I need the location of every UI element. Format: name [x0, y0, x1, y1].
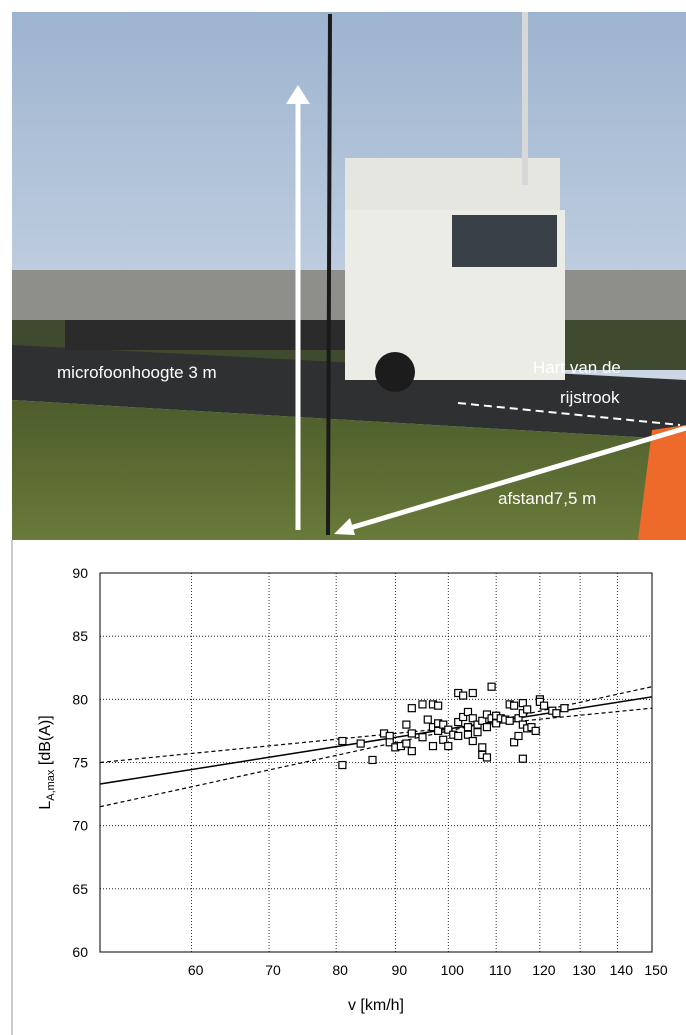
grass [12, 400, 686, 540]
chart: 60 65 70 75 80 85 90 60 70 80 90 100 110 120 130 140 150… [37, 565, 668, 1014]
y-tick-label: 65 [72, 881, 88, 897]
x-tick-label: 130 [572, 962, 596, 978]
data-point [434, 726, 443, 736]
cone [638, 425, 686, 540]
photo-label: microfoonhoogte 3 m [57, 363, 217, 382]
x-tick-label: 100 [441, 962, 465, 978]
data-point [338, 760, 347, 770]
data-point [514, 731, 523, 741]
fit-line [99, 686, 653, 808]
data-point [463, 723, 473, 732]
photo-label: Hart van de [533, 358, 621, 377]
data-point [487, 682, 496, 691]
x-tick-label: 110 [489, 962, 512, 978]
road [12, 345, 686, 440]
data-point [356, 739, 365, 748]
data-point [407, 747, 416, 756]
data-point [418, 733, 427, 742]
lane-center [457, 402, 681, 426]
data-point [338, 736, 347, 746]
data-point [459, 691, 468, 700]
mast [326, 13, 332, 536]
data-point [439, 720, 448, 729]
data-point [518, 699, 527, 708]
data-point [523, 705, 532, 714]
data-point [468, 736, 477, 746]
data-point [505, 716, 514, 725]
data-point [434, 701, 443, 710]
data-point [531, 726, 540, 736]
x-tick-label: 150 [644, 962, 668, 978]
y-axis-label: LA,max [dB(A)] [37, 715, 57, 809]
data-point [539, 701, 549, 710]
distance-arrow [349, 425, 686, 531]
data-point [468, 714, 477, 723]
y-tick-label: 85 [72, 628, 88, 644]
x-axis-label: v [km/h] [348, 997, 404, 1014]
data-point [454, 717, 463, 727]
arrow-head [334, 518, 355, 535]
data-point [510, 701, 519, 710]
data-point [492, 719, 501, 728]
data-point [439, 735, 448, 744]
data-point [444, 725, 453, 734]
x-tick-label: 140 [610, 962, 634, 978]
x-tick-label: 70 [265, 962, 281, 978]
data-point [423, 715, 432, 724]
y-axis-label-main: L [37, 801, 54, 810]
data-point [560, 704, 569, 713]
arrow-head [286, 85, 310, 104]
data-point [368, 755, 377, 765]
data-point [468, 688, 477, 698]
data-point [459, 712, 468, 722]
data-point [402, 739, 411, 748]
data-point [463, 730, 473, 739]
photo-label: afstand7,5 m [498, 489, 596, 508]
data-point [428, 741, 438, 751]
y-axis-label-rest: [dB(A)] [37, 715, 54, 769]
wheel [375, 352, 415, 392]
y-tick-label: 75 [72, 755, 88, 771]
x-tick-label: 90 [392, 962, 408, 978]
data-point [444, 741, 453, 751]
y-axis-label-sub: A,max [45, 769, 57, 801]
data-point [514, 714, 523, 723]
y-tick-label: 60 [72, 944, 88, 960]
x-tick-label: 120 [532, 962, 556, 978]
data-point [510, 738, 519, 747]
x-tick-label: 60 [188, 962, 204, 978]
y-tick-label: 90 [72, 565, 88, 581]
data-point [407, 704, 416, 713]
data-point [463, 707, 473, 717]
data-point [478, 716, 487, 725]
data-point [518, 754, 527, 763]
data-point [418, 700, 427, 709]
trailer [65, 320, 355, 350]
data-point [478, 743, 487, 752]
data-point [402, 720, 411, 729]
x-tick-label: 80 [332, 962, 348, 978]
photo-label: rijstrook [560, 388, 620, 407]
data-point [552, 709, 561, 718]
data-point [482, 723, 492, 732]
photo: microfoonhoogte 3 m Hart van de rijstroo… [12, 12, 686, 540]
data-point [385, 738, 394, 747]
y-tick-label: 80 [72, 691, 88, 707]
windshield [452, 215, 557, 267]
data-point [473, 728, 482, 737]
data-point [454, 731, 463, 741]
data-point [407, 729, 416, 738]
y-tick-label: 70 [72, 818, 88, 834]
data-point [482, 753, 492, 762]
